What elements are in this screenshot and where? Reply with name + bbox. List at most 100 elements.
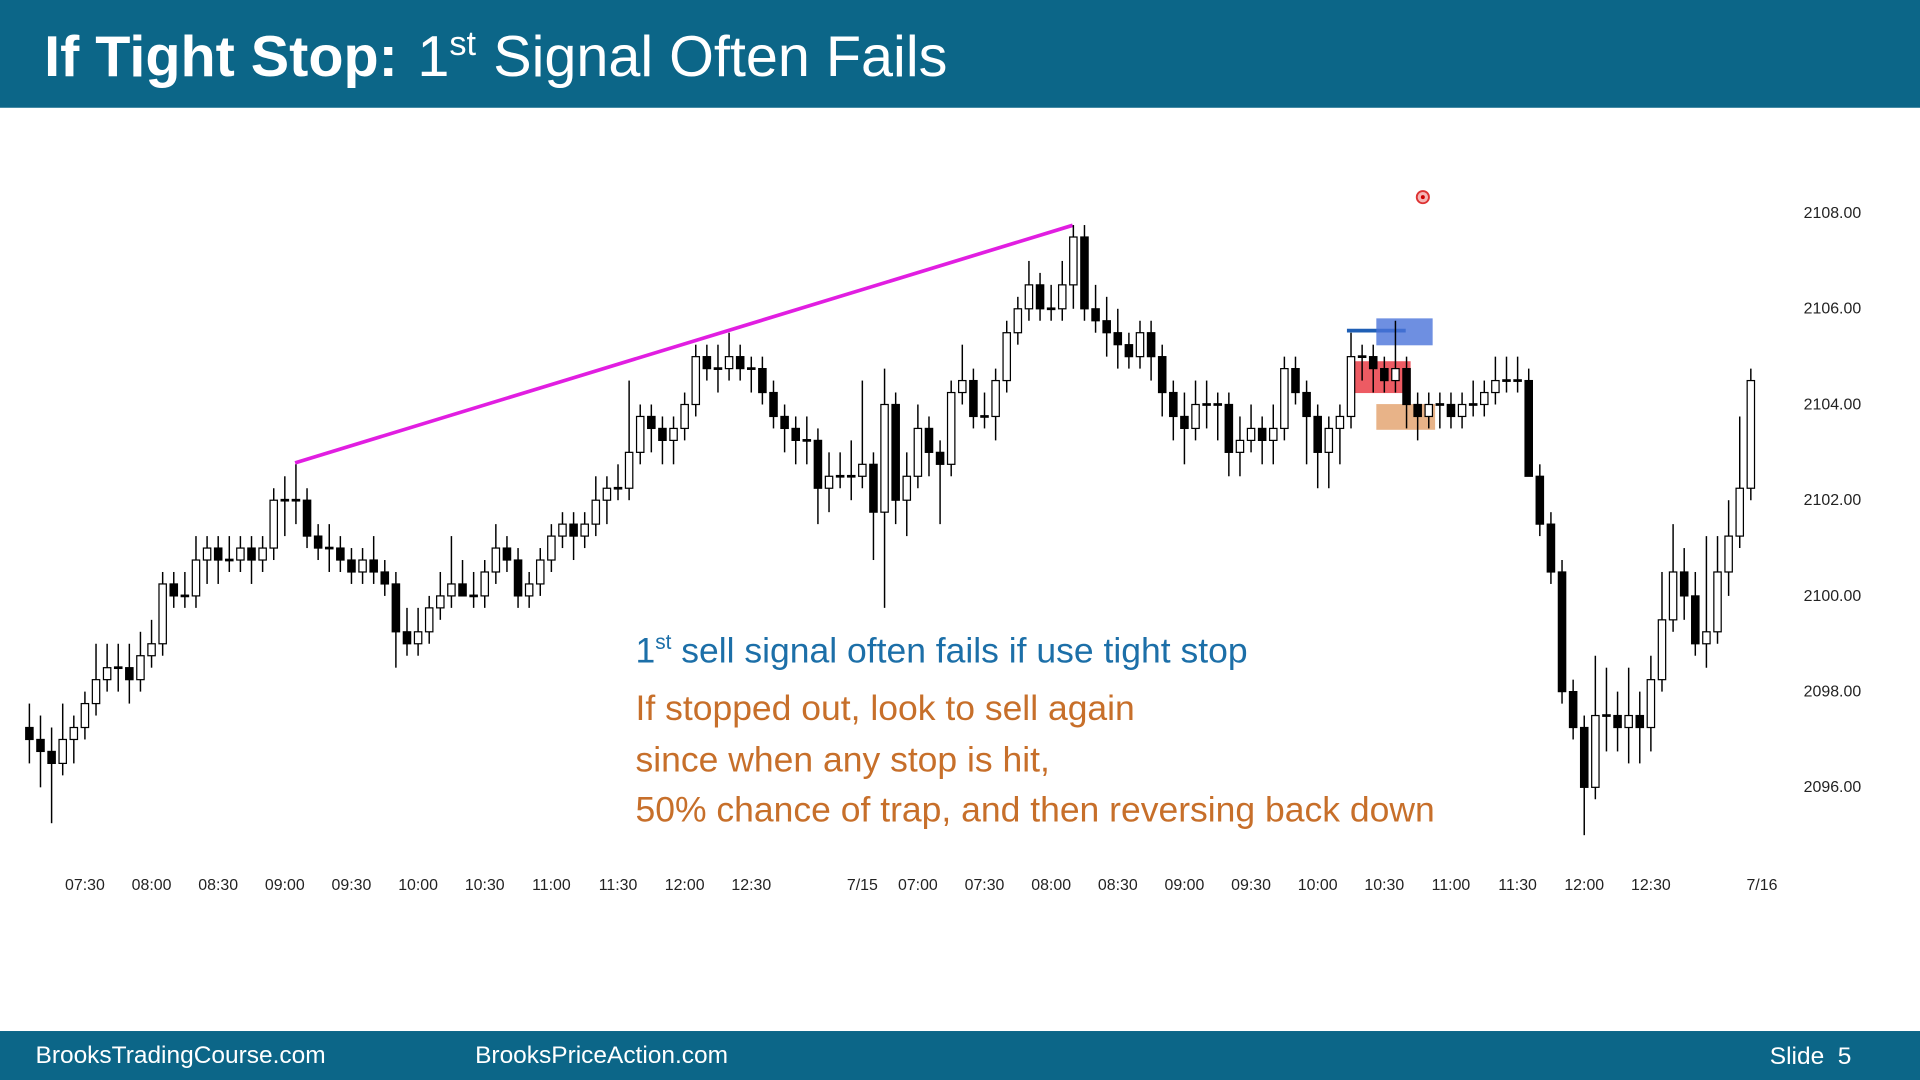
candle-body <box>647 415 656 430</box>
candle-body <box>513 559 523 597</box>
candle-body <box>735 356 745 370</box>
candle-body <box>746 367 756 370</box>
candle-body <box>1035 284 1045 310</box>
x-tick-label: 07:30 <box>65 877 105 894</box>
candle-body <box>147 643 156 657</box>
candle-body <box>491 547 501 573</box>
candle-body <box>958 379 967 394</box>
header-bar <box>0 0 1920 108</box>
candle-body <box>358 559 367 573</box>
candle-body <box>935 451 945 465</box>
y-tick-label: 2102.00 <box>1804 492 1862 509</box>
candle-body <box>924 427 934 453</box>
candle-body <box>1468 403 1478 406</box>
candle-body <box>1746 379 1756 489</box>
candle-body <box>891 403 900 501</box>
candle-body <box>1257 427 1267 442</box>
candle-body <box>1613 714 1622 729</box>
title-rest: Signal Often Fails <box>493 25 947 89</box>
candle-body <box>946 391 956 465</box>
candle-body <box>846 474 856 478</box>
candle-body <box>1546 523 1556 573</box>
y-tick-label: 2100.00 <box>1804 588 1862 605</box>
candle-body <box>1146 332 1156 358</box>
candle-body <box>58 738 67 765</box>
candle-body <box>1735 487 1745 537</box>
candle-body <box>758 367 767 394</box>
x-tick-label: 09:00 <box>1165 877 1205 894</box>
candle-body <box>280 498 290 502</box>
candle-body <box>780 415 789 430</box>
candle-body <box>236 547 245 561</box>
x-tick-label: 10:30 <box>1364 877 1404 894</box>
x-tick-label: 08:30 <box>1098 877 1138 894</box>
candle-body <box>1591 714 1600 788</box>
x-tick-label: 11:30 <box>1498 877 1537 894</box>
candle-body <box>158 583 167 645</box>
candle-body <box>302 499 312 537</box>
candle-body <box>269 499 279 549</box>
candle-body <box>191 559 201 597</box>
candle-body <box>380 571 390 585</box>
candle-body <box>813 439 823 489</box>
title-number: 1 <box>417 25 449 89</box>
candle-body <box>1391 367 1400 382</box>
annotation-number: 1 <box>636 630 656 670</box>
candle-body <box>991 379 1000 418</box>
candle-body <box>769 391 778 418</box>
candle-body <box>458 583 467 597</box>
candle-body <box>1091 308 1100 322</box>
candle-body <box>1313 415 1322 453</box>
candle-body <box>91 679 101 705</box>
candle-body <box>1024 284 1034 310</box>
slide-number: Slide 5 <box>1770 1043 1852 1070</box>
candle-body <box>413 631 423 645</box>
candle-body <box>1646 679 1656 729</box>
candle-body <box>69 726 79 741</box>
candle-body <box>1424 403 1434 418</box>
candle-body <box>1524 379 1533 477</box>
candle-body <box>835 474 845 478</box>
y-tick-label: 2106.00 <box>1804 301 1862 318</box>
candle-body <box>1302 391 1311 418</box>
candle-body <box>291 498 301 502</box>
candle-body <box>1402 367 1411 406</box>
x-tick-label: 09:30 <box>332 877 372 894</box>
candle-body <box>1713 571 1722 633</box>
candle-body <box>1579 726 1589 788</box>
candle-body <box>624 451 634 489</box>
candle-body <box>436 595 445 609</box>
candle-body <box>313 535 323 549</box>
candle-body <box>1057 284 1067 310</box>
candle-body <box>591 499 601 525</box>
candle-body <box>1346 356 1356 418</box>
x-tick-label: 12:30 <box>731 877 771 894</box>
x-tick-label: 08:00 <box>132 877 172 894</box>
candle-body <box>1191 403 1200 430</box>
candle-body <box>1457 403 1467 418</box>
candle-body <box>1357 355 1367 358</box>
candle-body <box>702 356 712 370</box>
candle-body <box>547 535 556 561</box>
candle-body <box>558 523 567 537</box>
candle-body <box>1413 403 1422 418</box>
blue-annotation: 1st sell signal often fails if use tight … <box>636 630 1248 670</box>
candle-body <box>480 571 490 597</box>
candle-body <box>402 631 412 645</box>
y-tick-label: 2108.00 <box>1804 205 1862 222</box>
x-tick-label: 11:00 <box>1432 877 1471 894</box>
x-tick-label: 12:30 <box>1631 877 1671 894</box>
candle-body <box>1224 403 1234 453</box>
candle-body <box>969 379 978 418</box>
candle-body <box>469 594 478 598</box>
x-tick-label: 12:00 <box>1564 877 1604 894</box>
candle-body <box>1502 379 1511 382</box>
candle-body <box>258 547 267 561</box>
orange-annotation: since when any stop is hit, <box>636 739 1050 779</box>
candle-body <box>858 463 867 477</box>
x-tick-label: 07:00 <box>898 877 938 894</box>
candle-body <box>424 607 434 633</box>
candle-body <box>336 547 345 561</box>
candle-body <box>1702 631 1711 645</box>
